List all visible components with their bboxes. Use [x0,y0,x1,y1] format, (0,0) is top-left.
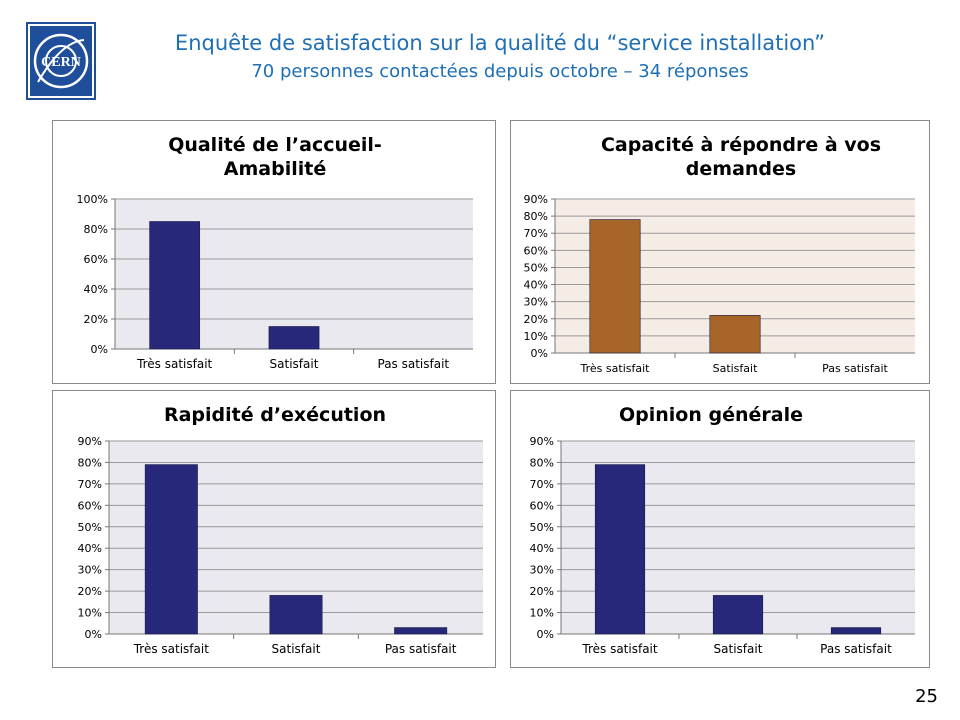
x-tick-label: Pas satisfait [822,362,888,375]
y-tick-label: 60% [78,499,102,512]
chart-title-line: Rapidité d’exécution [163,404,387,426]
y-tick-label: 70% [524,227,548,240]
y-tick-label: 40% [524,279,548,292]
bar [144,464,198,635]
y-tick-label: 80% [78,456,102,469]
y-tick-label: 0% [91,343,108,356]
chart-panel-rapidite: Rapidité d’exécution 0% 10% 20% 30% 40% 50% 60… [52,390,496,668]
chart-title-line: Opinion générale [619,404,803,426]
y-tick-label: 10% [530,607,554,620]
bar [268,326,320,350]
x-tick-label: Satisfait [713,362,758,375]
y-tick-label: 20% [84,313,108,326]
y-tick-label: 70% [530,478,554,491]
y-tick-label: 20% [530,585,554,598]
y-tick-label: 30% [530,564,554,577]
bar [269,595,323,635]
y-tick-label: 80% [84,223,108,236]
bar [149,221,201,350]
chart-title-line: demandes [685,158,797,180]
y-tick-label: 60% [524,244,548,257]
y-tick-label: 10% [78,607,102,620]
bar [589,219,641,354]
y-tick-label: 20% [524,313,548,326]
chart-panel-accueil: Qualité de l’accueil- Amabilité 0% 20% 40%… [52,120,496,384]
page-number: 25 [915,686,938,707]
y-tick-label: 50% [78,521,102,534]
x-tick-label: Très satisfait [133,642,209,656]
chart-svg: 0% 10% 20% 30% 40% 50% 60% 70% 80% 90% Très satisf… [524,193,915,375]
y-tick-label: 0% [85,628,102,641]
chart-panel-capacite: Capacité à répondre à vos demandes 0% 10%… [510,120,930,384]
y-tick-label: 40% [530,542,554,555]
bar [709,315,761,354]
y-tick-label: 60% [84,253,108,266]
chart-title-line: Capacité à répondre à vos [600,134,882,156]
y-tick-label: 40% [78,542,102,555]
chart-title-line: Qualité de l’accueil- [168,134,382,156]
bar [594,464,646,635]
y-tick-label: 0% [531,347,548,360]
chart-panel-opinion: Opinion générale 0% 10% 20% 30% 40% 50% 60% 70%… [510,390,930,668]
y-tick-label: 70% [78,478,102,491]
y-tick-label: 50% [530,521,554,534]
cern-logo: CERN [26,22,96,100]
y-tick-label: 10% [524,330,548,343]
chart-svg: 0% 10% 20% 30% 40% 50% 60% 70% 80% 90% Très satisf… [530,435,915,656]
x-tick-label: Très satisfait [581,642,657,656]
y-tick-label: 30% [78,564,102,577]
page-title: Enquête de satisfaction sur la qualité d… [174,31,826,55]
chart-title-line: Amabilité [223,158,327,180]
y-tick-label: 90% [78,435,102,448]
x-tick-label: Satisfait [272,642,321,656]
x-tick-label: Pas satisfait [378,357,450,371]
y-tick-label: 100% [77,193,108,206]
y-tick-label: 90% [524,193,548,206]
chart-svg: 0% 10% 20% 30% 40% 50% 60% 70% 80% 90% Très satisf… [78,435,483,656]
x-tick-label: Très satisfait [580,362,651,375]
x-tick-label: Satisfait [270,357,319,371]
page-subtitle: 70 personnes contactées depuis octobre –… [251,61,749,82]
y-tick-label: 60% [530,499,554,512]
bar [830,627,882,635]
y-tick-label: 80% [524,210,548,223]
y-tick-label: 20% [78,585,102,598]
y-tick-label: 80% [530,456,554,469]
x-tick-label: Très satisfait [136,357,212,371]
x-tick-label: Satisfait [714,642,763,656]
y-tick-label: 40% [84,283,108,296]
y-tick-label: 0% [537,628,554,641]
bar [712,595,764,635]
y-tick-label: 30% [524,296,548,309]
x-tick-label: Pas satisfait [385,642,457,656]
chart-svg: 0% 20% 40% 60% 80% 100% Très satisfait Satisfai… [77,193,473,371]
x-tick-label: Pas satisfait [820,642,892,656]
y-tick-label: 90% [530,435,554,448]
logo-text: CERN [41,55,81,70]
bar [394,627,448,635]
y-tick-label: 50% [524,261,548,274]
